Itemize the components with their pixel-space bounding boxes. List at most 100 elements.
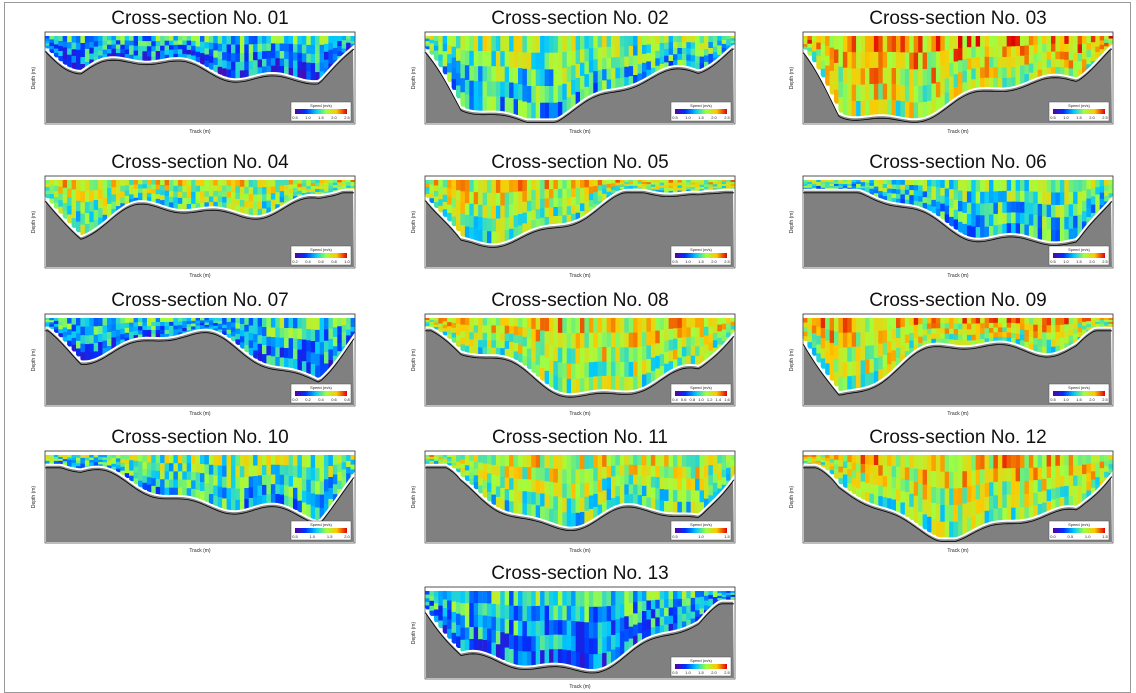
velocity-cell (998, 57, 1003, 68)
panel-title: Cross-section No. 05 (491, 152, 668, 173)
velocity-cell (116, 324, 121, 330)
velocity-cell (918, 180, 923, 186)
velocity-cell (695, 180, 700, 183)
velocity-cell (289, 36, 294, 44)
colorbar-tick-label: 2.0 (711, 670, 717, 675)
velocity-cell (1095, 462, 1100, 470)
velocity-cell (558, 348, 563, 363)
velocity-cell (89, 42, 94, 48)
velocity-cell (954, 74, 959, 87)
colorbar-tick-label: 0.5 (672, 670, 678, 675)
velocity-cell (527, 591, 532, 606)
velocity-cell (914, 86, 919, 103)
velocity-cell (878, 357, 883, 370)
velocity-cell (509, 591, 514, 606)
velocity-cell (629, 603, 634, 615)
velocity-cell (1086, 50, 1091, 57)
velocity-cell (695, 43, 700, 50)
velocity-cell (491, 340, 496, 348)
velocity-cell (708, 595, 713, 599)
velocity-cell (691, 490, 696, 502)
velocity-cell (900, 69, 905, 86)
velocity-cell (1060, 52, 1065, 60)
velocity-cell (142, 180, 147, 185)
velocity-cell (54, 40, 59, 45)
velocity-cell (861, 180, 866, 182)
velocity-cell (284, 185, 289, 190)
velocity-cell (549, 332, 554, 346)
velocity-cell (927, 329, 932, 335)
velocity-cell (896, 185, 901, 190)
velocity-cell (293, 184, 298, 188)
velocity-cell (993, 78, 998, 89)
velocity-cell (962, 455, 967, 472)
velocity-cell (607, 58, 612, 69)
velocity-cell (540, 86, 545, 103)
velocity-cell (834, 345, 839, 359)
velocity-cell (324, 60, 329, 68)
velocity-cell (821, 318, 826, 328)
velocity-cell (72, 180, 77, 190)
velocity-cell (72, 460, 77, 463)
velocity-cell (531, 351, 536, 362)
velocity-cell (682, 48, 687, 54)
velocity-cell (673, 36, 678, 42)
velocity-cell (954, 190, 959, 200)
velocity-cell (673, 349, 678, 360)
velocity-cell (940, 80, 945, 95)
velocity-cell (629, 36, 634, 46)
velocity-cell (931, 487, 936, 503)
velocity-cell (878, 52, 883, 68)
velocity-cell (342, 470, 347, 478)
velocity-cell (514, 335, 519, 344)
velocity-cell (883, 487, 888, 498)
velocity-cell (142, 462, 147, 469)
velocity-cell (531, 467, 536, 480)
velocity-cell (989, 469, 994, 483)
velocity-cell (553, 318, 558, 333)
velocity-cell (142, 46, 147, 51)
velocity-cell (646, 359, 651, 373)
velocity-cell (1002, 468, 1007, 482)
velocity-cell (45, 41, 50, 44)
velocity-cell (1033, 54, 1038, 63)
velocity-cell (514, 490, 519, 502)
velocity-cell (971, 58, 976, 69)
velocity-cell (677, 318, 682, 328)
velocity-cell (980, 498, 985, 513)
velocity-cell (593, 48, 598, 60)
velocity-cell (324, 36, 329, 44)
velocity-cell (962, 36, 967, 48)
velocity-cell (1002, 495, 1007, 509)
velocity-cell (1055, 59, 1060, 67)
velocity-cell (443, 321, 448, 325)
velocity-cell (240, 36, 245, 45)
velocity-cell (905, 69, 910, 86)
velocity-cell (460, 331, 465, 338)
velocity-cell (72, 209, 77, 219)
velocity-cell (651, 182, 656, 185)
velocity-cell (456, 190, 461, 201)
velocity-cell (191, 489, 196, 498)
velocity-cell (302, 340, 307, 351)
velocity-cell (67, 206, 72, 215)
velocity-cell (874, 455, 879, 465)
velocity-cell (677, 180, 682, 183)
velocity-cell (642, 346, 647, 360)
velocity-cell (1095, 202, 1100, 210)
velocity-cell (686, 187, 691, 190)
velocity-cell (438, 42, 443, 49)
velocity-cell (655, 617, 660, 626)
velocity-cell (615, 376, 620, 391)
velocity-cell (985, 323, 990, 328)
velocity-cell (971, 180, 976, 192)
velocity-cell (438, 193, 443, 200)
velocity-cell (615, 486, 620, 497)
velocity-cell (456, 73, 461, 86)
velocity-cell (571, 189, 576, 198)
velocity-cell (218, 321, 223, 324)
velocity-cell (487, 492, 492, 502)
velocity-cell (465, 80, 470, 95)
velocity-cell (962, 318, 967, 324)
velocity-cell (443, 195, 448, 203)
